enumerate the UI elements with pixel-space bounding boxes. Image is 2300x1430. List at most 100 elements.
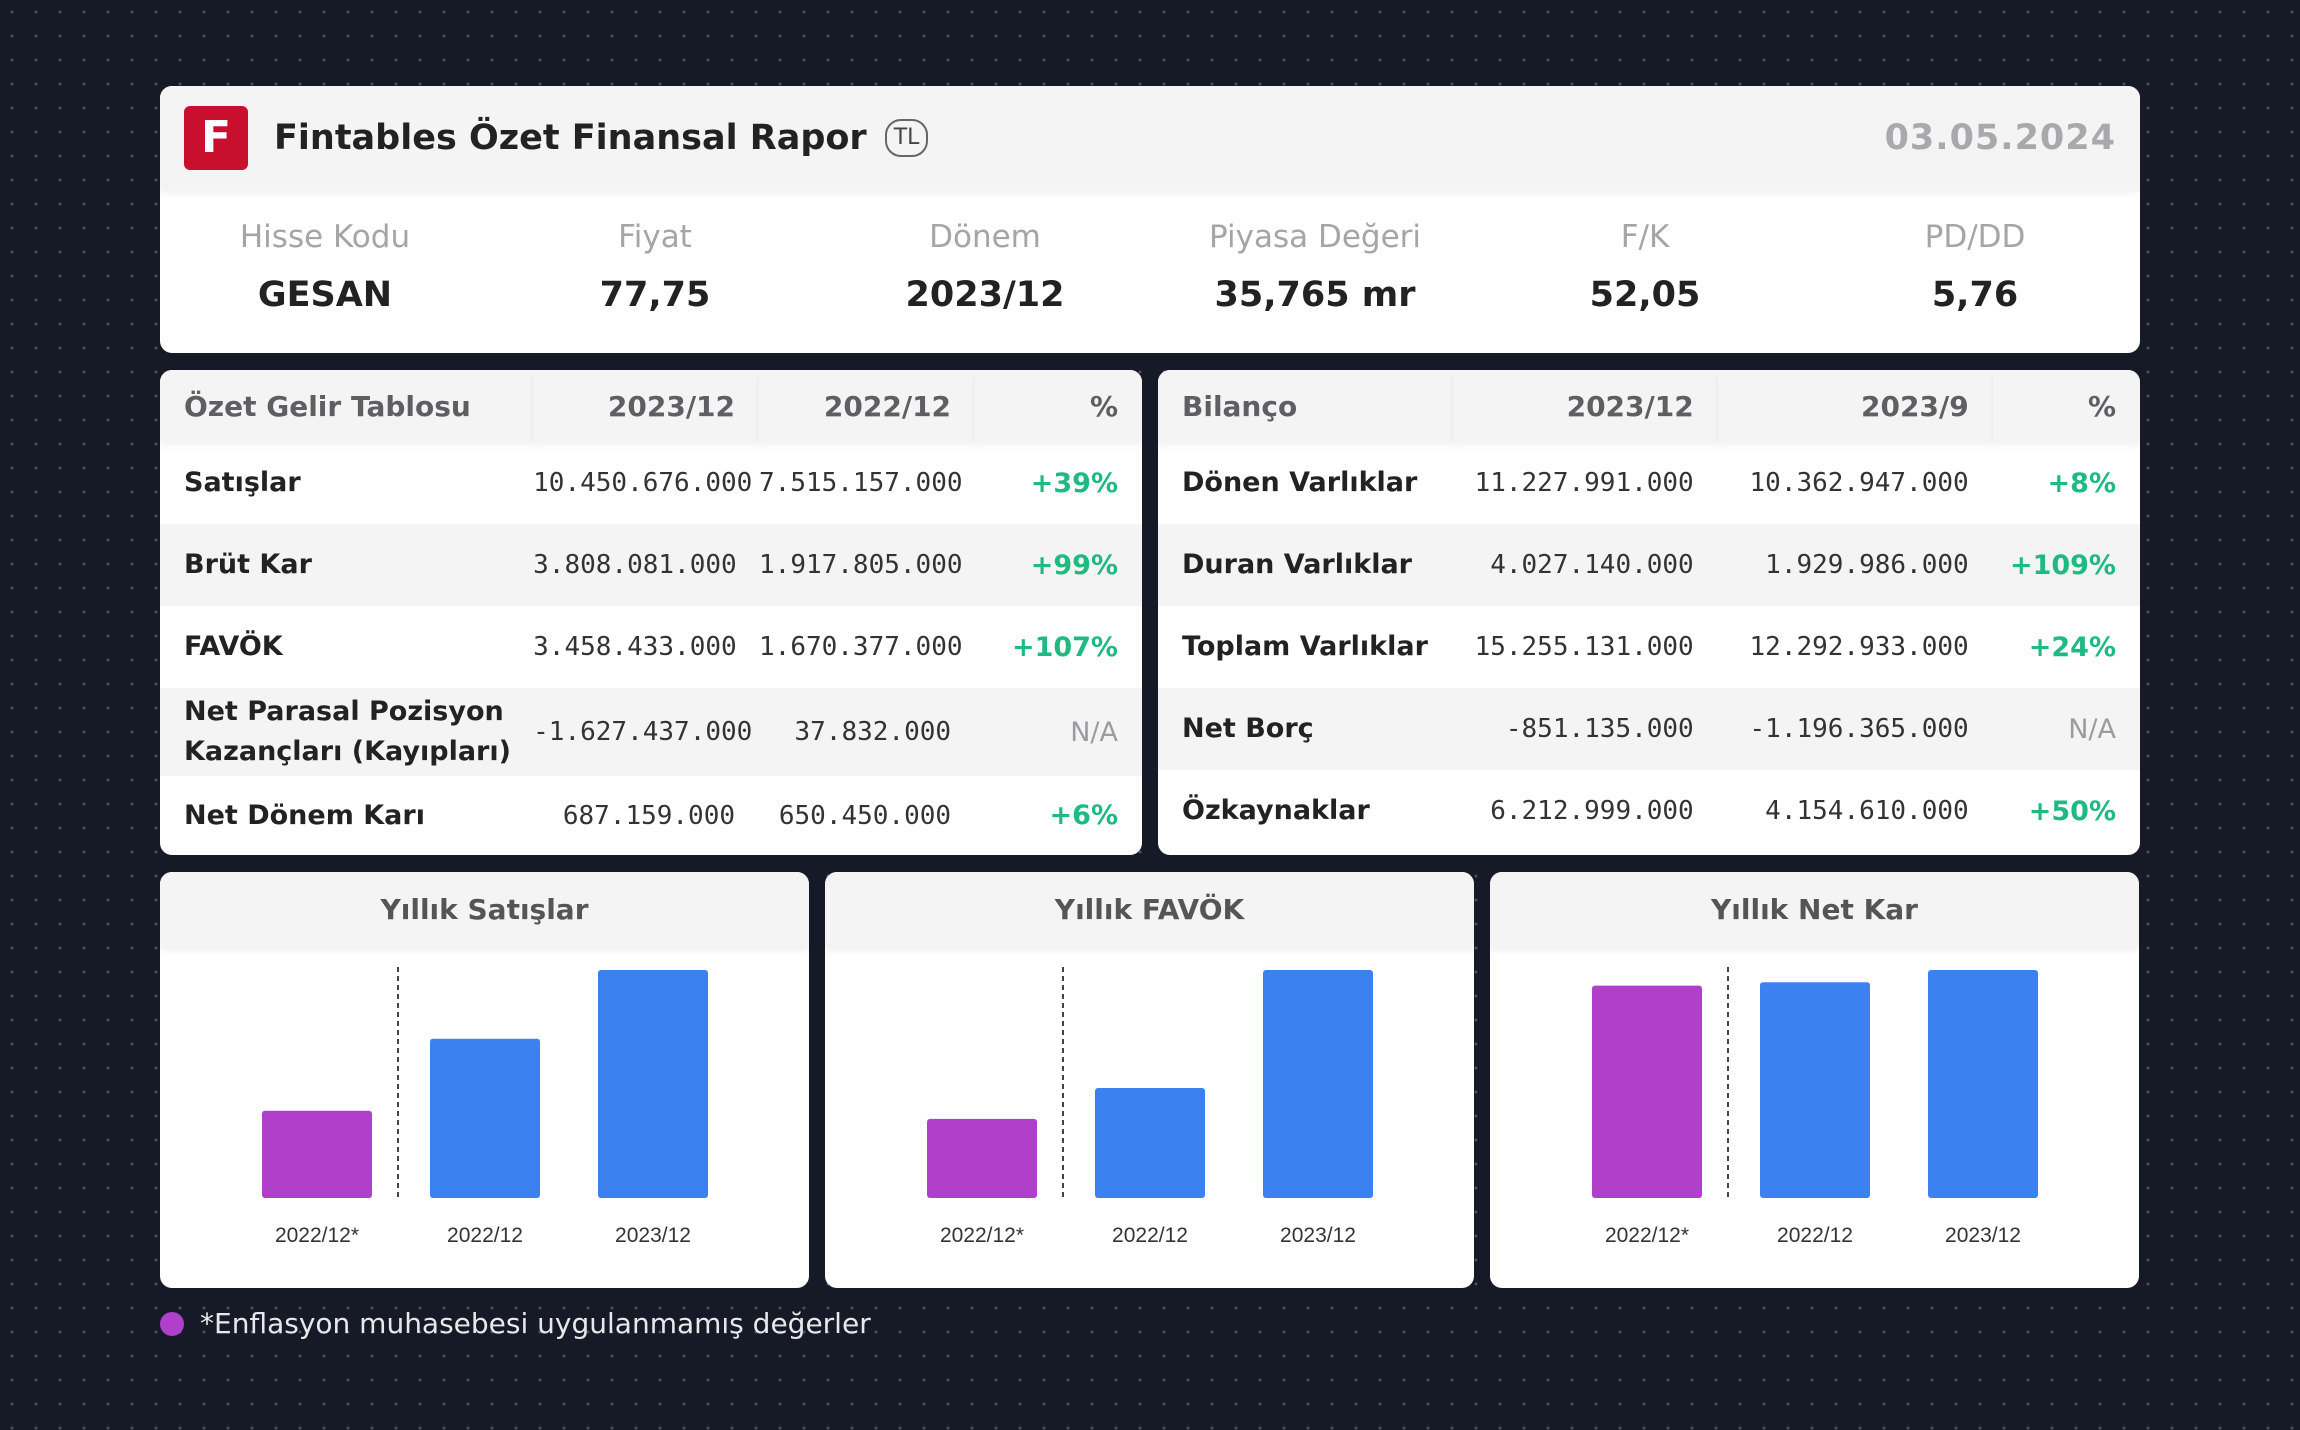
table-header: %: [975, 370, 1142, 442]
currency-badge: TL: [884, 118, 929, 157]
bar-2022/12*: [1592, 985, 1702, 1198]
table-row: Net Dönem Karı 687.159.000 650.450.000 +…: [160, 776, 1142, 855]
x-tick-label: 2022/12*: [1605, 1224, 1689, 1247]
table-header: 2023/12: [533, 370, 760, 442]
table-row: Duran Varlıklar 4.027.140.000 1.929.986.…: [1158, 524, 2140, 606]
row-previous: 1.670.377.000: [759, 632, 963, 662]
row-name: Net Borç: [1158, 688, 1453, 770]
metric-label: Piyasa Değeri: [1208, 219, 1422, 255]
metric-value: 52,05: [1589, 275, 1701, 315]
metric-ticker: Hisse Kodu GESAN: [160, 219, 490, 353]
bar-2022/12*: [927, 1118, 1037, 1198]
metric-market-cap: Piyasa Değeri 35,765 mr: [1150, 219, 1480, 353]
row-current: -851.135.000: [1452, 688, 1718, 770]
row-name: Özkaynaklar: [1182, 795, 1370, 826]
report-title: Fintables Özet Finansal Rapor: [274, 117, 867, 158]
key-metrics: Hisse Kodu GESAN Fiyat 77,75 Dönem 2023/…: [160, 189, 2140, 353]
row-previous: -1.196.365.000: [1717, 688, 1993, 770]
row-previous: 650.450.000: [778, 800, 952, 831]
row-name: Brüt Kar: [160, 524, 534, 606]
balance-sheet-table: Bilanço 2023/12 2023/9 % Dönen Varlıklar…: [1158, 370, 2140, 852]
annual-sales-chart-card: Yıllık Satışlar 2022/12* 2022/12 2023/12: [160, 872, 809, 1288]
table-row: Özkaynaklar 6.212.999.000 4.154.610.000 …: [1158, 770, 2140, 852]
bar-2022/12: [430, 1038, 540, 1198]
table-row: Satışlar 10.450.676.000 7.515.157.000 +3…: [160, 442, 1142, 524]
legend-dot-icon: [160, 1311, 184, 1336]
table-header: 2023/12: [1452, 370, 1718, 442]
table-header: %: [1992, 370, 2140, 442]
balance-sheet-card: Bilanço 2023/12 2023/9 % Dönen Varlıklar…: [1158, 370, 2140, 855]
bar-2022/12*: [262, 1110, 372, 1198]
bar-2022/12: [1095, 1087, 1205, 1198]
row-current: 4.027.140.000: [1452, 524, 1718, 606]
income-statement-table: Özet Gelir Tablosu 2023/12 2022/12 % Sat…: [160, 370, 1142, 855]
row-change: +24%: [2028, 631, 2116, 663]
metric-value: 2023/12: [905, 275, 1065, 315]
x-tick-label: 2022/12: [447, 1224, 523, 1247]
row-name: Toplam Varlıklar: [1182, 631, 1428, 662]
row-current: 11.227.991.000: [1474, 468, 1694, 498]
row-previous: 10.362.947.000: [1749, 468, 1969, 498]
row-previous: 4.154.610.000: [1765, 796, 1969, 826]
metric-value: 77,75: [599, 275, 711, 315]
income-statement-card: Özet Gelir Tablosu 2023/12 2022/12 % Sat…: [160, 370, 1142, 855]
table-header: 2022/12: [759, 370, 976, 442]
table-row: Net Borç -851.135.000 -1.196.365.000 N/A: [1158, 688, 2140, 770]
row-current: 3.458.433.000: [533, 632, 737, 662]
row-previous: 1.929.986.000: [1717, 524, 1993, 606]
row-name: Net Dönem Karı: [184, 799, 425, 831]
x-tick-label: 2023/12: [615, 1224, 691, 1247]
row-previous: 7.515.157.000: [759, 468, 963, 498]
summary-card: F Fintables Özet Finansal Rapor TL 03.05…: [160, 86, 2140, 353]
annual-ebitda-chart-card: Yıllık FAVÖK 2022/12* 2022/12 2023/12: [825, 872, 1474, 1288]
row-name: FAVÖK: [184, 631, 283, 662]
table-row: Net Parasal Pozisyon Kazançları (Kayıpla…: [160, 688, 1142, 776]
metric-price: Fiyat 77,75: [490, 219, 820, 353]
row-previous: 37.832.000: [759, 688, 976, 776]
metric-label: Fiyat: [618, 219, 692, 255]
row-change: +99%: [975, 524, 1142, 606]
row-current: 687.159.000: [562, 800, 736, 831]
chart-title: Yıllık Satışlar: [160, 872, 809, 947]
bar-2023/12: [598, 970, 708, 1198]
table-header: Bilanço: [1158, 370, 1453, 442]
row-previous: 1.917.805.000: [759, 524, 976, 606]
row-change: +50%: [2028, 795, 2116, 827]
metric-value: GESAN: [257, 275, 393, 315]
row-current: 10.450.676.000: [533, 468, 753, 498]
row-change: +8%: [2047, 467, 2116, 499]
metric-label: Hisse Kodu: [239, 219, 411, 255]
row-change: +6%: [1049, 800, 1118, 831]
metric-value: 5,76: [1931, 275, 2019, 315]
table-row: Toplam Varlıklar 15.255.131.000 12.292.9…: [1158, 606, 2140, 688]
x-tick-label: 2023/12: [1280, 1224, 1356, 1247]
table-header-row: Bilanço 2023/12 2023/9 %: [1158, 370, 2140, 442]
annual-net-profit-chart: 2022/12* 2022/12 2023/12: [1592, 967, 2038, 1247]
bar-2023/12: [1928, 970, 2038, 1198]
row-change: N/A: [975, 688, 1142, 776]
table-header-row: Özet Gelir Tablosu 2023/12 2022/12 %: [160, 370, 1142, 442]
bar-2023/12: [1263, 970, 1373, 1198]
metric-value: 35,765 mr: [1214, 275, 1416, 315]
metric-period: Dönem 2023/12: [820, 219, 1150, 353]
annual-sales-chart: 2022/12* 2022/12 2023/12: [262, 967, 708, 1247]
chart-title: Yıllık FAVÖK: [825, 872, 1474, 947]
x-tick-label: 2022/12*: [940, 1224, 1024, 1247]
table-row: FAVÖK 3.458.433.000 1.670.377.000 +107%: [160, 606, 1142, 688]
row-change: +39%: [1030, 467, 1118, 499]
fintables-logo: F: [184, 105, 248, 170]
footnote-text: *Enflasyon muhasebesi uygulanmamış değer…: [200, 1307, 871, 1340]
row-change: N/A: [1992, 688, 2140, 770]
report-date: 03.05.2024: [1884, 117, 2116, 158]
table-header: Özet Gelir Tablosu: [160, 370, 534, 442]
metric-label: PD/DD: [1924, 219, 2026, 255]
chart-title: Yıllık Net Kar: [1490, 872, 2139, 947]
row-change: +107%: [1011, 631, 1118, 663]
table-row: Brüt Kar 3.808.081.000 1.917.805.000 +99…: [160, 524, 1142, 606]
metric-label: F/K: [1620, 219, 1670, 255]
x-tick-label: 2022/12: [1112, 1224, 1188, 1247]
row-name: Net Parasal Pozisyon Kazançları (Kayıpla…: [160, 688, 534, 776]
x-tick-label: 2022/12*: [275, 1224, 359, 1247]
report-header: F Fintables Özet Finansal Rapor TL 03.05…: [160, 86, 2140, 189]
metric-pe: F/K 52,05: [1480, 219, 1810, 353]
